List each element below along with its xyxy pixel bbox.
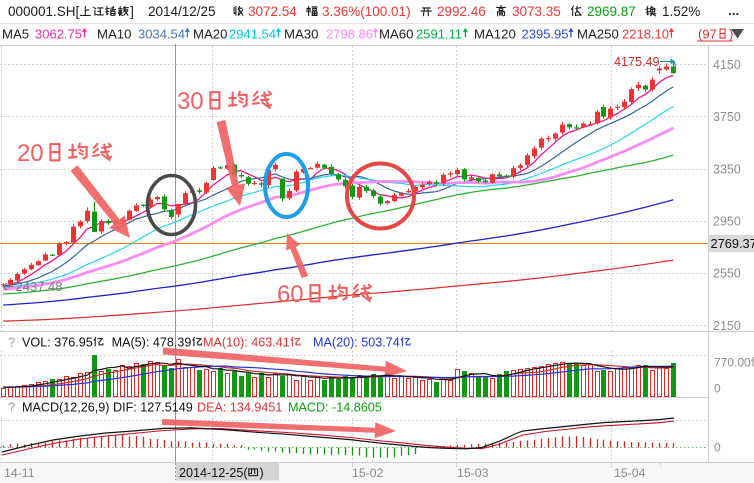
- svg-text:3: 3: [177, 88, 190, 115]
- svg-text:1.52%: 1.52%: [662, 4, 700, 19]
- svg-text:2395.95: 2395.95: [522, 27, 569, 42]
- svg-text:2969.87: 2969.87: [587, 4, 636, 19]
- svg-text:2150: 2150: [713, 319, 741, 333]
- svg-text:3750: 3750: [713, 110, 741, 124]
- svg-text:376.95: 376.95: [54, 336, 93, 350]
- svg-text:2769.37: 2769.37: [711, 236, 754, 251]
- svg-text:): ): [729, 27, 733, 42]
- svg-text:MA20: MA20: [193, 27, 227, 42]
- svg-text:MA120: MA120: [474, 27, 516, 42]
- svg-text:3034.54: 3034.54: [138, 27, 185, 42]
- svg-text:4175.49: 4175.49: [614, 55, 660, 69]
- svg-text:MA250: MA250: [577, 27, 619, 42]
- svg-text:000001.SH[: 000001.SH[: [8, 4, 80, 19]
- svg-text:MA10: MA10: [97, 27, 131, 42]
- svg-text:2798.86: 2798.86: [326, 27, 373, 42]
- svg-text:3350: 3350: [713, 162, 741, 176]
- svg-text:VOL:: VOL:: [22, 336, 51, 350]
- svg-text:478.39: 478.39: [153, 336, 192, 350]
- svg-text:15-03: 15-03: [457, 466, 489, 480]
- svg-text:2218.10: 2218.10: [622, 27, 669, 42]
- svg-text:2992.46: 2992.46: [437, 4, 486, 19]
- svg-text:DEA: 134.9451: DEA: 134.9451: [197, 401, 282, 415]
- svg-text:...: ...: [728, 3, 739, 18]
- svg-text:(97: (97: [698, 27, 717, 42]
- svg-text:2: 2: [17, 140, 30, 167]
- svg-text:2941.54: 2941.54: [229, 27, 276, 42]
- svg-text:2591.11: 2591.11: [416, 27, 462, 42]
- svg-text:0: 0: [714, 382, 721, 396]
- svg-text:0: 0: [190, 88, 203, 115]
- svg-text:?: ?: [8, 400, 15, 415]
- svg-text:MA30: MA30: [284, 27, 318, 42]
- svg-text:0: 0: [290, 281, 303, 308]
- svg-text:3062.75: 3062.75: [35, 27, 82, 42]
- svg-text:4150: 4150: [713, 58, 741, 72]
- svg-text:3073.35: 3073.35: [512, 4, 561, 19]
- svg-text:2550: 2550: [713, 267, 741, 281]
- svg-text:15-04: 15-04: [614, 466, 646, 480]
- svg-text:]: ]: [130, 4, 134, 19]
- svg-text:15-02: 15-02: [352, 466, 384, 480]
- svg-text:770.00: 770.00: [714, 356, 751, 370]
- svg-text:2950: 2950: [713, 215, 741, 229]
- svg-text:14-11: 14-11: [4, 466, 35, 480]
- svg-text:3072.54: 3072.54: [248, 4, 297, 19]
- svg-text:463.41: 463.41: [251, 336, 290, 350]
- svg-text:MA(10):: MA(10):: [203, 336, 248, 350]
- svg-text:503.74: 503.74: [361, 336, 400, 350]
- svg-text:3.36%(100.01): 3.36%(100.01): [322, 4, 411, 19]
- svg-text:?: ?: [8, 335, 15, 350]
- svg-text:): ): [260, 466, 264, 480]
- svg-text:MA(5):: MA(5):: [112, 336, 150, 350]
- svg-text:MA60: MA60: [379, 27, 413, 42]
- svg-text:MACD: -14.8605: MACD: -14.8605: [288, 401, 382, 415]
- svg-text:2014-12-25(: 2014-12-25(: [179, 466, 248, 480]
- svg-text:2437.48: 2437.48: [16, 279, 63, 294]
- svg-text:MA(20):: MA(20):: [313, 336, 358, 350]
- svg-text:0: 0: [30, 140, 43, 167]
- svg-text:MACD(12,26,9) DIF: 127.5149: MACD(12,26,9) DIF: 127.5149: [22, 401, 193, 415]
- svg-text:6: 6: [277, 281, 290, 308]
- svg-text:MA5: MA5: [2, 27, 29, 42]
- svg-text:0: 0: [714, 441, 721, 455]
- svg-text:2014/12/25: 2014/12/25: [148, 4, 216, 19]
